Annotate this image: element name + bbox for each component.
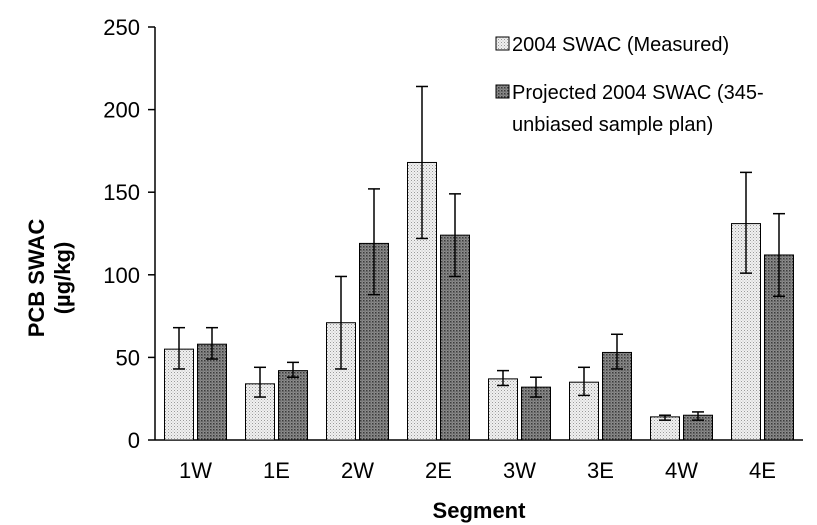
error-bar-measured-2W [335,275,347,370]
y-axis: 0 50 100 150 200 250 [103,15,156,453]
error-bar-projected-4E [773,212,785,298]
y-tick-label: 100 [103,263,140,288]
error-bar-measured-4E [740,171,752,274]
error-bar-projected-2W [368,188,380,296]
legend-swatch-measured [495,36,510,51]
bar-projected-1E [278,370,308,441]
y-tick-label: 0 [128,428,140,453]
error-bar-measured-3E [578,366,590,397]
error-bar-projected-1W [206,326,218,360]
x-tick-label: 4W [665,458,698,483]
error-bars [173,85,785,421]
error-bar-projected-3E [611,333,623,370]
error-bar-measured-1E [254,366,266,398]
legend-swatch-projected [495,84,510,99]
y-axis-title: PCB SWAC (µg/kg) [24,219,75,338]
legend-item-measured: 2004 SWAC (Measured) [495,34,729,56]
error-bar-projected-1E [287,361,299,378]
x-tick-label: 3E [587,458,614,483]
bar-measured-3W [488,378,518,441]
bars [164,161,794,441]
y-tick-label: 250 [103,15,140,40]
legend-label-measured: 2004 SWAC (Measured) [512,34,729,56]
y-tick-label: 150 [103,180,140,205]
x-tick-label: 1E [263,458,290,483]
y-tick-label: 200 [103,98,140,123]
x-axis: 1W 1E 2W 2E 3W 3E 4W 4E [155,439,803,483]
x-axis-title: Segment [433,498,527,523]
y-tick-label: 50 [116,345,140,370]
bar-projected-1W [197,343,227,441]
y-axis-title-line-1: PCB SWAC [24,219,49,338]
legend-label-projected-line-2: unbiased sample plan) [512,114,713,136]
x-tick-label: 1W [179,458,212,483]
legend-label-projected-line-1: Projected 2004 SWAC (345- [512,82,764,104]
y-axis-title-line-2: (µg/kg) [50,242,75,315]
error-bar-measured-3W [497,369,509,387]
error-bar-measured-4W [659,414,671,421]
legend-item-projected: Projected 2004 SWAC (345- unbiased sampl… [495,82,764,136]
error-bar-measured-1W [173,326,185,370]
error-bar-projected-2E [449,193,461,278]
x-tick-label: 2E [425,458,452,483]
error-bar-projected-3W [530,376,542,398]
x-tick-label: 3W [503,458,536,483]
error-bar-projected-4W [692,411,704,421]
x-tick-label: 4E [749,458,776,483]
x-tick-label: 2W [341,458,374,483]
legend: 2004 SWAC (Measured) Projected 2004 SWAC… [495,34,764,136]
error-bar-measured-2E [416,85,428,240]
